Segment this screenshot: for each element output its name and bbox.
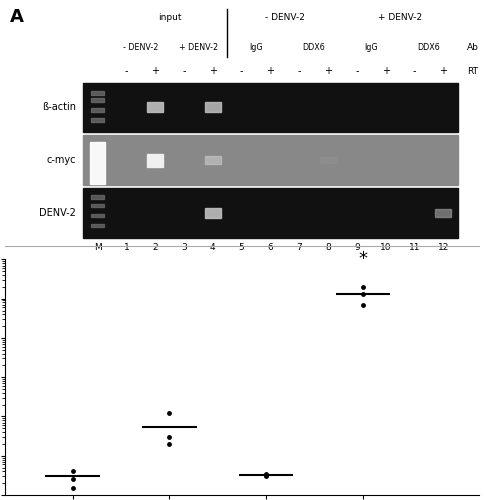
Text: DDX6: DDX6 [418, 43, 440, 52]
Text: +: + [324, 66, 332, 76]
Text: 3: 3 [181, 243, 187, 252]
Text: 2: 2 [152, 243, 158, 252]
Bar [91, 224, 104, 227]
Bar [83, 188, 458, 238]
Text: 4: 4 [210, 243, 216, 252]
Text: DDX6: DDX6 [302, 43, 325, 52]
Bar [91, 204, 104, 207]
Text: c-myc: c-myc [46, 155, 76, 165]
Text: ß-actin: ß-actin [42, 102, 76, 113]
Bar [205, 102, 221, 113]
Text: M: M [93, 243, 101, 252]
Text: +: + [209, 66, 217, 76]
Bar [91, 196, 104, 199]
Text: 6: 6 [268, 243, 273, 252]
Text: +: + [439, 66, 447, 76]
Text: + DENV-2: + DENV-2 [378, 12, 422, 22]
Text: 11: 11 [409, 243, 420, 252]
Text: 9: 9 [354, 243, 360, 252]
Text: 7: 7 [296, 243, 302, 252]
Text: -: - [413, 66, 416, 76]
Bar [320, 157, 336, 163]
Bar [91, 214, 104, 217]
Bar [205, 156, 221, 164]
Text: +: + [382, 66, 390, 76]
Text: RT: RT [467, 67, 478, 76]
Bar [91, 98, 104, 102]
Text: 8: 8 [325, 243, 331, 252]
Bar [91, 118, 104, 122]
Text: DENV-2: DENV-2 [39, 208, 76, 218]
Text: 10: 10 [380, 243, 392, 252]
Bar [83, 136, 458, 185]
Text: Ab: Ab [467, 43, 479, 52]
Bar [147, 154, 164, 166]
Bar [91, 90, 104, 94]
Text: - DENV-2: - DENV-2 [123, 43, 158, 52]
Text: -: - [124, 66, 128, 76]
Text: +: + [151, 66, 159, 76]
Text: A: A [10, 8, 23, 26]
Bar [436, 209, 452, 216]
Bar [205, 208, 221, 218]
Bar [83, 82, 458, 132]
Text: -: - [355, 66, 359, 76]
Text: 1: 1 [123, 243, 129, 252]
Text: 5: 5 [239, 243, 244, 252]
Bar [91, 108, 104, 112]
Text: -: - [298, 66, 301, 76]
Text: + DENV-2: + DENV-2 [179, 43, 218, 52]
Text: input: input [158, 12, 182, 22]
Text: IgG: IgG [249, 43, 263, 52]
Text: 12: 12 [438, 243, 449, 252]
Text: - DENV-2: - DENV-2 [265, 12, 305, 22]
Text: IgG: IgG [364, 43, 378, 52]
Bar [90, 142, 106, 184]
Text: -: - [182, 66, 186, 76]
Text: -: - [240, 66, 243, 76]
Text: *: * [359, 250, 367, 268]
Bar [147, 102, 163, 113]
Text: +: + [267, 66, 274, 76]
